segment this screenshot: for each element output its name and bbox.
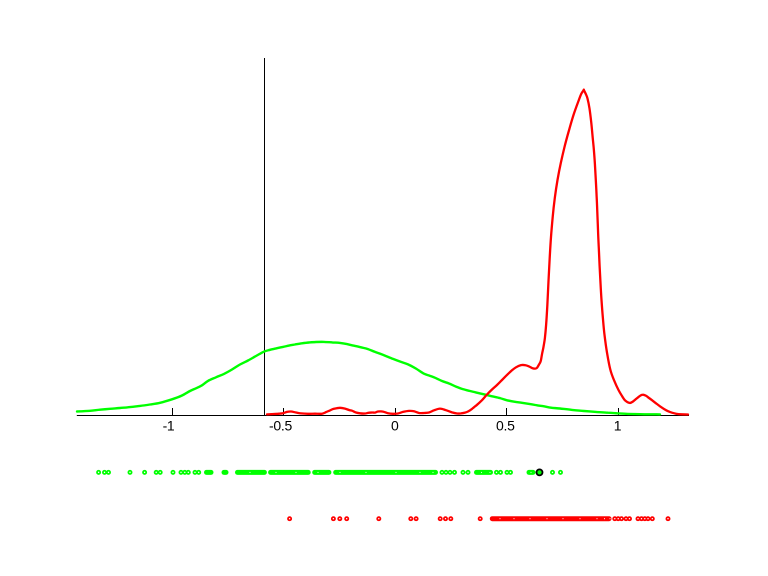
svg-text:0.5: 0.5 (496, 418, 515, 434)
svg-text:0: 0 (391, 418, 399, 434)
svg-text:-1: -1 (163, 418, 175, 434)
svg-text:1: 1 (614, 418, 622, 434)
svg-text:-0.5: -0.5 (269, 418, 292, 434)
